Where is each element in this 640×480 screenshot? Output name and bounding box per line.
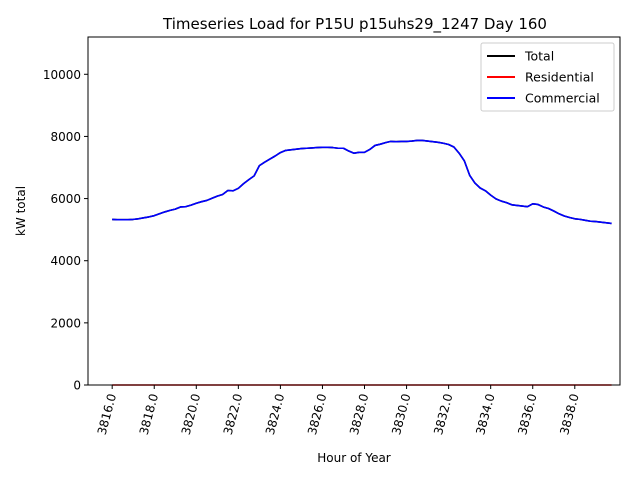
legend-label-commercial: Commercial [525, 91, 600, 106]
y-tick-label: 0 [73, 379, 81, 393]
y-tick-label: 4000 [50, 254, 81, 268]
y-tick-label: 2000 [50, 316, 81, 330]
legend-box [480, 42, 615, 112]
legend-label-total: Total [524, 49, 554, 64]
y-tick-label: 8000 [50, 130, 81, 144]
series-line-commercial [112, 139, 612, 225]
y-tick-label: 6000 [50, 192, 81, 206]
y-tick-label: 10000 [43, 68, 81, 82]
legend-label-residential: Residential [525, 70, 594, 85]
y-axis-label: kW total [14, 186, 28, 236]
legend: Total Residential Commercial [480, 42, 615, 112]
axes-frame [87, 36, 621, 386]
y-axis: 0 2000 4000 6000 8000 10000 [43, 68, 88, 393]
x-axis-label: Hour of Year [317, 451, 391, 465]
chart-title: Timeseries Load for P15U p15uhs29_1247 D… [162, 15, 547, 34]
